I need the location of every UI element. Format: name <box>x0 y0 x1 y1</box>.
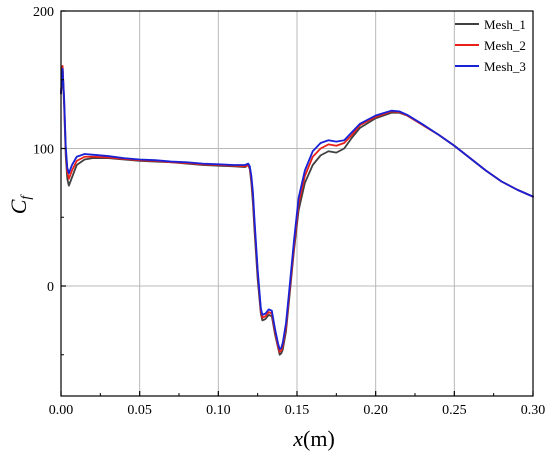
x-tick-label: 0.25 <box>442 403 467 418</box>
y-axis-symbol: C <box>6 199 31 214</box>
y-tick-label: 100 <box>33 143 54 158</box>
x-axis-unit: (m) <box>303 426 335 451</box>
x-axis-label: x(m) <box>292 426 335 451</box>
x-tick-label: 0.30 <box>521 403 546 418</box>
x-tick-label: 0.05 <box>127 403 152 418</box>
y-axis-subscript: f <box>19 194 34 200</box>
series-layer <box>60 65 534 356</box>
x-axis-symbol: x <box>292 426 303 451</box>
y-tick-label: 200 <box>33 5 54 20</box>
legend: Mesh_1 Mesh_2 Mesh_3 <box>455 17 526 74</box>
legend-label: Mesh_2 <box>484 38 526 53</box>
y-tick-label: 0 <box>47 280 54 295</box>
y-axis-label: Cf <box>6 194 34 215</box>
legend-label: Mesh_3 <box>484 59 526 74</box>
x-tick-label: 0.20 <box>363 403 388 418</box>
grid <box>61 11 533 396</box>
series-line-mesh-3 <box>60 67 534 351</box>
ticks: 0.00 0.05 0.10 0.15 0.20 0.25 0.30 0 100 200 <box>33 5 545 418</box>
x-tick-label: 0.00 <box>49 403 74 418</box>
x-tick-label: 0.10 <box>206 403 231 418</box>
x-tick-label: 0.15 <box>285 403 310 418</box>
legend-label: Mesh_1 <box>484 17 526 32</box>
